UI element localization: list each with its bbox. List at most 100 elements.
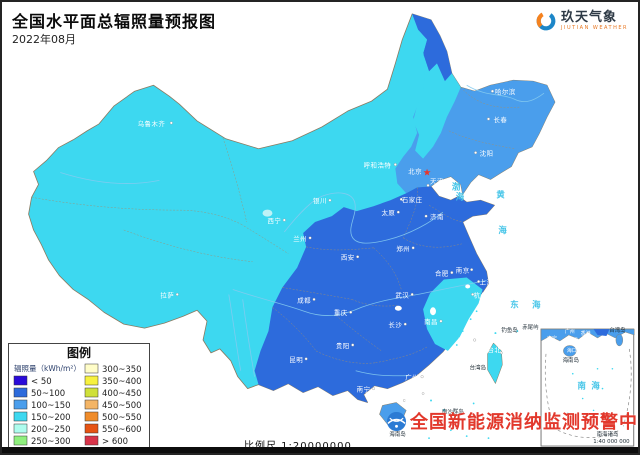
inset-coast-dark [593,329,610,337]
sea-label-bohai: 海 [456,191,465,201]
city-label: 杭州 [474,290,488,299]
inset-city-label: 南宁 [547,335,557,342]
sea-label-donghai: 海 [532,299,541,309]
city-label: 长春 [493,115,507,124]
inset-speckles [567,367,614,430]
city-label: 武汉 [395,290,409,299]
brand-name: 玖天气象 [561,10,618,25]
city-label: 重庆 [334,308,348,317]
legend-label: 400~450 [102,389,142,399]
inset-islands-label: 南海诸岛 [597,430,619,438]
city-label: 银川 [313,196,327,205]
city-label: 贵阳 [336,341,350,350]
city-label: 兰州 [293,234,307,243]
city-label: 福州 [458,336,472,345]
island-label-taiwan: 台湾岛 [470,364,486,372]
island-label-diaoyu: 钓鱼岛 [501,326,517,334]
inset-city-label: 海口 [567,347,577,354]
capital-star-beijing [423,168,431,176]
city-label: 太原 [381,208,395,217]
rivers [60,84,545,377]
watermark-text: 全国新能源消纳监测预警中心 [410,412,640,433]
city-label: 广州 [405,373,419,382]
legend-swatch [13,375,28,386]
inset-taiwan-label: 台湾岛 [609,326,625,334]
city-label: 澳门 [404,396,418,405]
legend-swatch [13,411,28,422]
region-south-central-50-100 [254,186,495,403]
legend-label: 250~300 [31,437,71,447]
sea-label-huanghai: 黄 [496,189,505,199]
city-label: 哈尔滨 [495,87,516,96]
island-label-hainan: 海南岛 [389,430,405,438]
legend-swatch [84,435,99,446]
city-label: 成都 [297,295,311,304]
city-label: 沈阳 [480,149,494,158]
legend-label: 300~350 [102,365,142,375]
city-label: 西安 [341,253,355,262]
province-borders [31,87,521,364]
sea-label-bohai: 渤 [452,181,461,191]
city-label: 昆明 [289,356,303,364]
legend-label: 100~150 [31,401,71,411]
legend-unit-label: 辐照量（kWh/m²） [14,363,81,373]
sea-labels: 渤 海 黄 海 东 海 [452,181,541,309]
island-label-chiwei: 赤尾屿 [522,323,539,331]
legend-label: 50~100 [31,389,65,399]
island-speckles [428,310,519,440]
sea-label-huanghai: 海 [498,225,507,235]
island-labels: 钓鱼岛 赤尾屿 台湾岛 海南岛 南沙群岛 [389,323,539,438]
inset-taiwan [615,333,624,347]
city-dots [169,89,503,402]
island-label-nansha: 南沙群岛 [442,407,464,415]
bottom-bar [2,447,638,453]
inset-city-label: 广州 [565,328,575,335]
region-north-tip-50-100 [412,13,452,82]
city-label: 台北 [488,345,502,354]
brand-swirl-icon [536,11,556,31]
inset-scale-label: 1:40 000 000 [593,439,630,445]
inset-hainan [563,345,577,357]
city-labels: 乌鲁木齐 哈尔滨 长春 沈阳 呼和浩特 北京 天津 石家庄 济南 太原 银川 兰… [138,87,516,405]
city-label: 拉萨 [160,290,174,299]
legend-label: < 50 [31,377,52,387]
legend-label: 500~550 [102,413,142,423]
city-label: 南昌 [424,317,438,326]
legend-swatch [84,387,99,398]
city-label: 合肥 [435,269,449,278]
map-scale-label: 比例尺 1:20000000 [244,437,352,452]
city-label: 呼和浩特 [364,161,392,170]
city-label: 济南 [430,212,444,221]
watermark: 全国新能源消纳监测预警中心 [386,408,640,434]
city-label: 上海 [480,277,494,286]
legend-label: 450~500 [102,401,142,411]
inset-sea-label: 海 [591,381,600,391]
legend-swatch [84,375,99,386]
city-label: 郑州 [396,245,410,253]
globe-icon [386,411,407,431]
inset-city-label: 香港 [581,330,591,337]
city-label: 西宁 [267,216,281,225]
city-label: 北京 [408,166,422,175]
southsea-inset: 南宁 广州 香港 澳门 海口 海南岛 台湾岛 南 海 南海诸岛 1:40 000… [540,326,635,447]
legend-label: > 600 [102,437,128,447]
lakes [262,209,471,316]
city-label: 南宁 [357,385,371,394]
inset-sea-label: 南 [577,381,586,391]
legend-box: 图例 辐照量（kWh/m²） < 50 50~100 100~150 150~2… [8,343,150,453]
region-southeast-150-200 [423,277,483,351]
brand-tagline: JIUTIAN WEATHER [561,25,628,31]
legend-title: 图例 [67,345,91,360]
legend-label: 550~600 [102,425,142,435]
legend-swatch [13,435,28,446]
city-label: 长沙 [388,320,402,329]
inset-city-label: 澳门 [568,337,578,344]
city-label: 天津 [430,177,444,185]
legend-swatch [13,387,28,398]
legend-label: 200~250 [31,425,71,435]
city-label: 南京 [456,266,470,275]
page-date: 2022年08月 [12,33,76,46]
sea-label-donghai: 东 [510,299,519,309]
city-label: 石家庄 [402,195,423,204]
